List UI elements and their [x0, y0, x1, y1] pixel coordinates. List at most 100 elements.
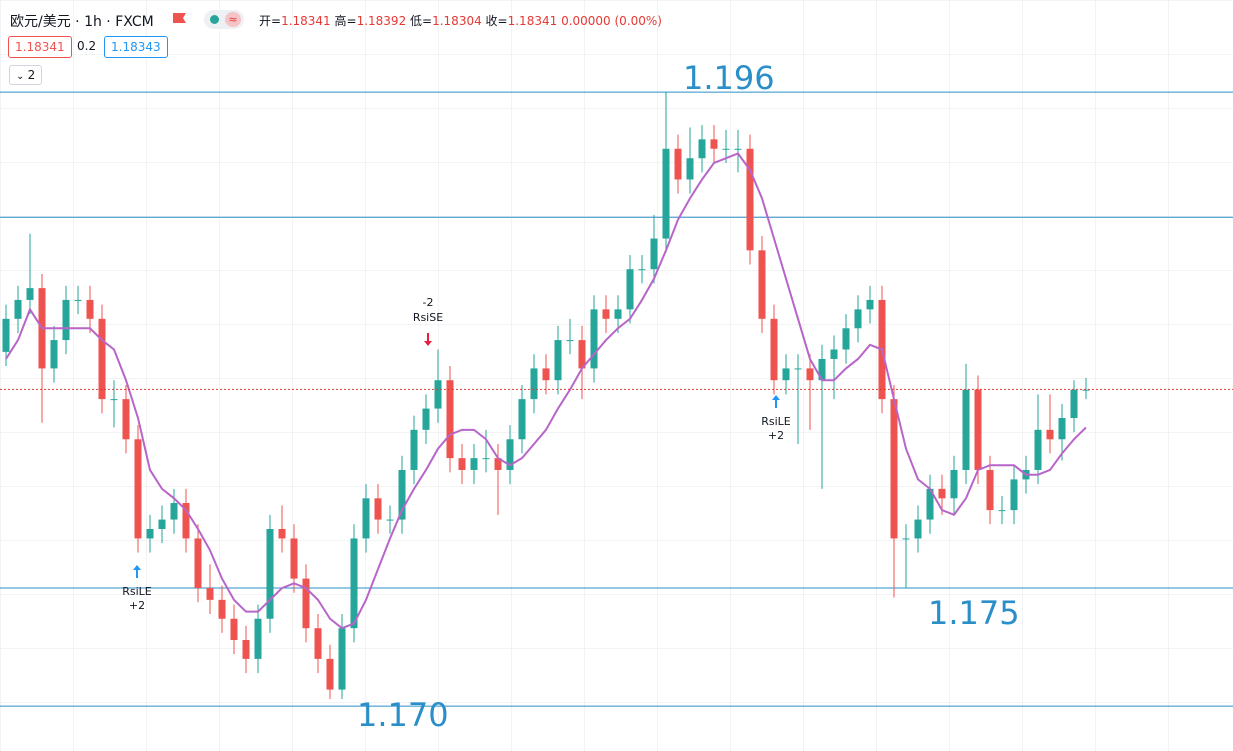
candle-body [902, 538, 910, 540]
candle-body [470, 458, 478, 470]
candle-body [950, 469, 958, 499]
ohlc: 开=1.18341 高=1.18392 低=1.18304 收=1.18341 … [259, 12, 662, 29]
candle-body [866, 299, 874, 310]
candle-body [206, 588, 214, 600]
candle-body [1070, 389, 1078, 419]
candle-body [134, 439, 142, 539]
candle-body [686, 158, 694, 180]
candle-body [698, 139, 706, 159]
candle-body [818, 358, 826, 381]
candle-body [362, 498, 370, 539]
candle-body [590, 309, 598, 369]
candle-body [14, 299, 22, 319]
status-pill[interactable]: ≈ [204, 10, 244, 29]
level-label: 1.175 [928, 594, 1020, 632]
candle-body [110, 399, 118, 401]
candle-body [746, 148, 754, 251]
candle-body [182, 503, 190, 539]
candle-body [278, 529, 286, 539]
buy-button[interactable]: 1.18343 [104, 36, 168, 58]
candle-body [854, 309, 862, 329]
candle-body [926, 488, 934, 520]
signal-label: RsiLE [122, 585, 152, 598]
candle-body [158, 519, 166, 530]
candle-body [830, 349, 838, 359]
candle-body [266, 529, 274, 619]
ohlc-value: 1.18304 [432, 14, 482, 28]
candle-body [194, 538, 202, 589]
candle-body [722, 148, 730, 150]
indicator-toggle[interactable]: ⌄ 2 [9, 65, 43, 85]
candle-body [302, 578, 310, 629]
change: 0.00000 (0.00%) [561, 14, 662, 28]
spread: 0.2 [77, 39, 97, 53]
candle-body [662, 148, 670, 239]
candle-body [710, 139, 718, 149]
ohlc-label: 低= [410, 14, 433, 28]
candle-body [122, 399, 130, 440]
candle-body [410, 429, 418, 470]
candle-body [890, 399, 898, 539]
candle-body [62, 299, 70, 341]
candle-body [374, 498, 382, 520]
ohlc-value: 1.18341 [507, 14, 558, 28]
candle-body [518, 399, 526, 440]
candle-body [50, 340, 58, 369]
candle-body [482, 458, 490, 460]
ohlc-value: 1.18341 [281, 14, 331, 28]
candle-body [494, 458, 502, 470]
candle-body [566, 340, 574, 342]
symbol[interactable]: 欧元/美元 · 1h · FXCM [10, 14, 154, 30]
ohlc-label: 高= [334, 14, 357, 28]
candle-body [458, 458, 466, 470]
candle-body [350, 538, 358, 629]
candle-body [506, 439, 514, 470]
candle-body [674, 148, 682, 180]
candle-body [218, 599, 226, 619]
level-label: 1.196 [683, 59, 775, 97]
candle-body [398, 469, 406, 520]
candle-body [1082, 389, 1090, 391]
candle-body [794, 368, 802, 370]
flag-icon [173, 13, 186, 23]
candle-body [842, 328, 850, 350]
candle-body [806, 368, 814, 381]
candle-body [734, 148, 742, 150]
candle-body [86, 299, 94, 319]
signal-arrow [424, 333, 432, 346]
candle-body [974, 389, 982, 470]
ohlc-value: 1.18392 [356, 14, 407, 28]
candle-body [962, 389, 970, 470]
candle-body [1046, 429, 1054, 440]
candle-body [614, 309, 622, 319]
signal-qty: -2 [423, 296, 434, 309]
candle-body [626, 269, 634, 310]
candle-body [314, 628, 322, 659]
sell-button[interactable]: 1.18341 [8, 36, 72, 58]
candle-body [758, 250, 766, 319]
signal-label: RsiSE [413, 311, 443, 324]
candle-body [578, 340, 586, 369]
candle-body [938, 488, 946, 499]
candle-body [290, 538, 298, 579]
candle-body [422, 408, 430, 430]
candle-body [338, 628, 346, 690]
ohlc-label: 收= [485, 14, 508, 28]
candle-body [98, 318, 106, 400]
candle-body [386, 519, 394, 521]
candle-body [542, 368, 550, 381]
candle-body [602, 309, 610, 319]
candle-body [146, 529, 154, 539]
signal-label: RsiLE [761, 415, 791, 428]
candle-body [446, 380, 454, 459]
candle-body [998, 510, 1006, 512]
candle-body [170, 503, 178, 520]
candle-body [530, 368, 538, 400]
candle-body [554, 340, 562, 381]
candle-body [986, 469, 994, 511]
candle-body [74, 299, 82, 301]
candle-body [770, 318, 778, 381]
candle-body [1010, 479, 1018, 511]
